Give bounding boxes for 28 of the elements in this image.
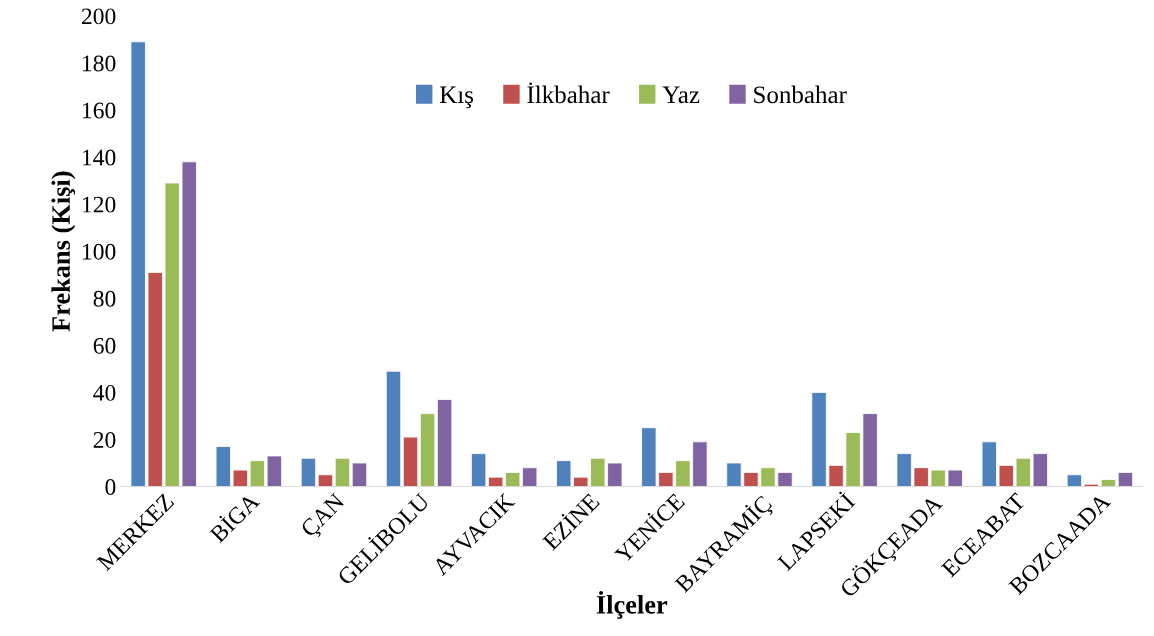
bar (402, 436, 419, 487)
y-tick-label: 100 (82, 243, 116, 260)
bar (300, 457, 317, 487)
bar (351, 462, 368, 487)
y-tick-label: 80 (93, 290, 116, 307)
y-tick-label: 200 (81, 8, 116, 25)
y-tick-label: 140 (82, 149, 116, 166)
legend-label: Kış (439, 86, 474, 109)
y-tick-label: 160 (82, 102, 116, 119)
y-tick-label: 40 (93, 384, 116, 401)
legend-label: Sonbahar (754, 85, 847, 104)
legend-label: İlkbahar (527, 82, 610, 104)
x-axis-title: İlçeler (596, 590, 668, 619)
y-tick-label: 0 (105, 479, 116, 495)
bar (1066, 474, 1083, 487)
y-tick-label: 60 (93, 337, 116, 354)
y-tick-label: 120 (82, 196, 116, 213)
legend-label: Yaz (662, 86, 700, 104)
y-axis-title: Frekans (Kişi) (51, 171, 76, 332)
bar (419, 413, 436, 487)
bar (1117, 472, 1134, 487)
bar (317, 474, 334, 487)
bar (436, 399, 453, 487)
y-tick-label: 20 (93, 431, 116, 448)
bar (334, 457, 351, 487)
bar (1100, 479, 1117, 487)
bar (385, 370, 402, 487)
y-tick-label: 180 (82, 55, 116, 72)
